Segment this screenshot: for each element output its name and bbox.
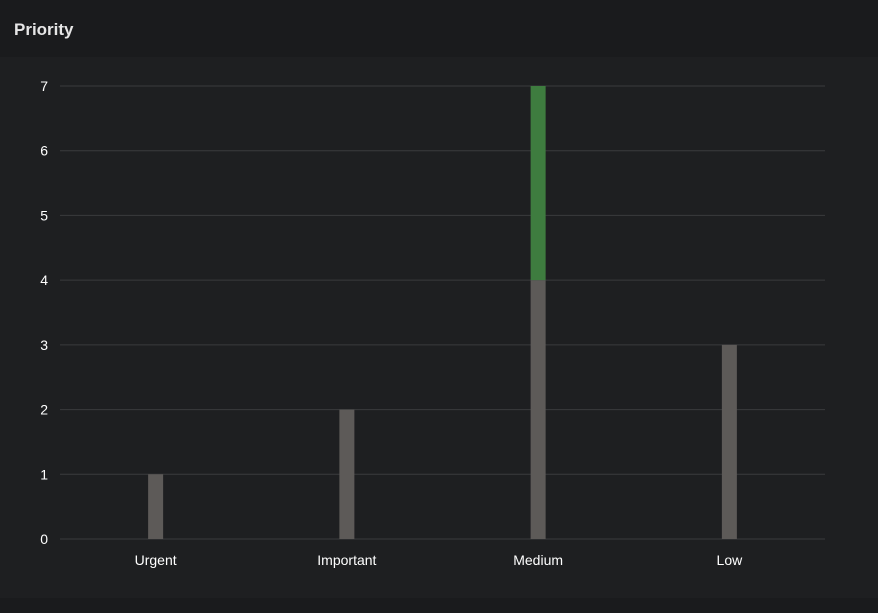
y-tick-label: 2 bbox=[40, 402, 48, 418]
y-tick-label: 3 bbox=[40, 337, 48, 353]
bar-important-segment-0[interactable] bbox=[339, 409, 355, 539]
bar-low-segment-0[interactable] bbox=[721, 344, 737, 539]
grid-layer bbox=[60, 85, 825, 540]
panel-title: Priority bbox=[14, 20, 74, 39]
y-tick-label: 0 bbox=[40, 531, 48, 547]
x-tick-label: Important bbox=[317, 552, 376, 568]
y-tick-label: 4 bbox=[40, 272, 48, 288]
y-tick-label: 1 bbox=[40, 466, 48, 482]
panel-header: Priority bbox=[0, 0, 878, 57]
y-tick-label: 6 bbox=[40, 143, 48, 159]
x-axis-ticks: Urgent Important Medium Low bbox=[135, 552, 743, 568]
bar-urgent-segment-0[interactable] bbox=[148, 474, 164, 539]
bar-medium-segment-1[interactable] bbox=[530, 86, 546, 281]
bars bbox=[148, 86, 737, 539]
bar-medium-segment-0[interactable] bbox=[530, 280, 546, 539]
y-tick-label: 7 bbox=[40, 78, 48, 94]
y-tick-label: 5 bbox=[40, 207, 48, 223]
x-tick-label: Low bbox=[717, 552, 744, 568]
y-axis-ticks: 0 1 2 3 4 5 6 7 bbox=[40, 78, 48, 547]
x-tick-label: Urgent bbox=[135, 552, 177, 568]
x-tick-label: Medium bbox=[513, 552, 563, 568]
